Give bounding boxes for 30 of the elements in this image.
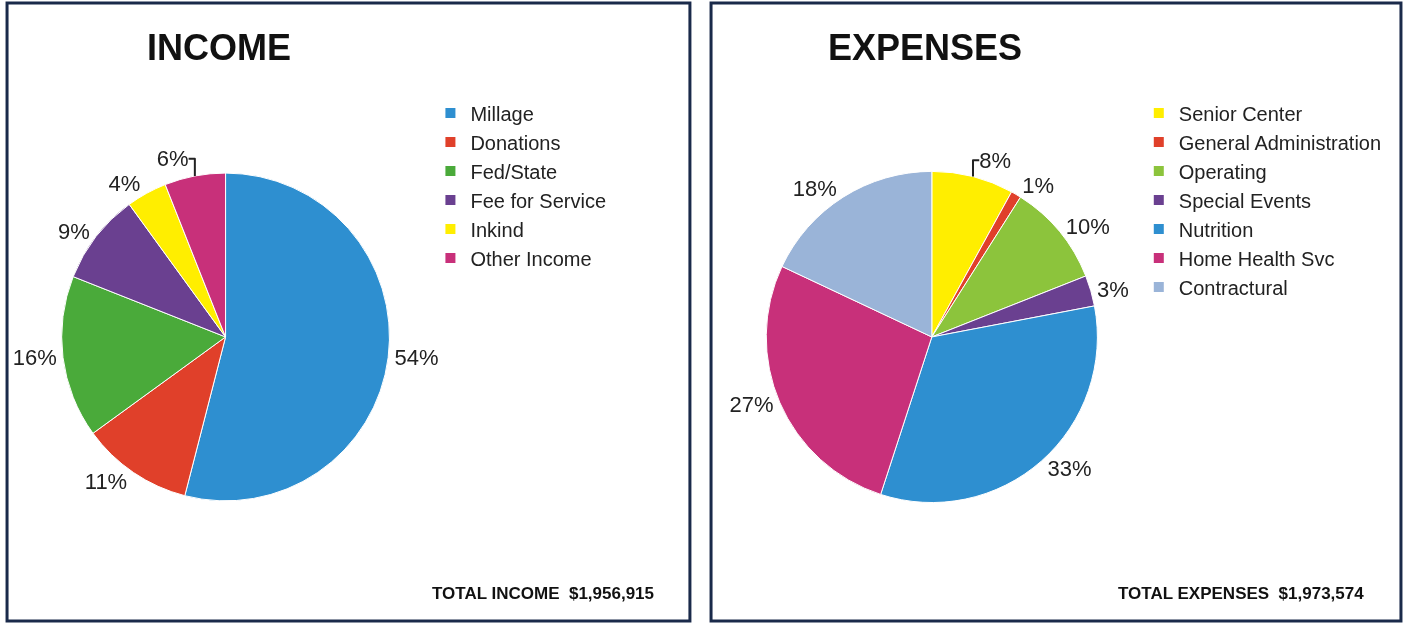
data-label: 8% <box>979 147 1012 173</box>
legend-label: Senior Center <box>1178 102 1303 125</box>
data-label: 10% <box>1065 213 1110 239</box>
legend-label: Fee for Service <box>470 189 607 212</box>
legend-label: General Administration <box>1178 131 1382 154</box>
legend-label: Inkind <box>470 218 524 241</box>
legend-label: Contractural <box>1178 276 1288 299</box>
data-label: 1% <box>1022 172 1055 198</box>
chart-title: INCOME <box>147 27 291 68</box>
data-label: 54% <box>394 345 439 371</box>
data-label: 3% <box>1097 277 1129 303</box>
chart-title: EXPENSES <box>828 27 1023 68</box>
text: TOTAL EXPENSES $1,973,574 <box>1118 584 1365 603</box>
legend-label: Millage <box>470 102 534 125</box>
legend-label: Donations <box>470 131 561 154</box>
legend-label: Special Events <box>1178 189 1312 212</box>
data-label: 4% <box>108 171 141 197</box>
data-label: 16% <box>12 345 57 371</box>
data-label: 9% <box>58 219 90 245</box>
legend-label: Operating <box>1178 160 1267 183</box>
text: TOTAL INCOME $1,956,915 <box>432 584 655 603</box>
legend-label: Home Health Svc <box>1178 247 1335 270</box>
data-label: 33% <box>1047 455 1092 481</box>
legend-label: Other Income <box>470 247 592 270</box>
legend-label: Fed/State <box>470 160 558 183</box>
data-label: 11% <box>84 468 128 494</box>
data-label: 27% <box>729 392 774 418</box>
data-label: 6% <box>156 146 189 172</box>
legend-label: Nutrition <box>1178 218 1254 241</box>
data-label: 18% <box>792 175 837 201</box>
